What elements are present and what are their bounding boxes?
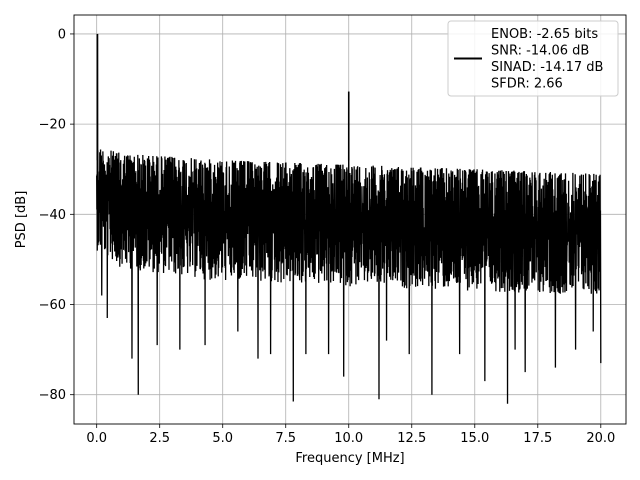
x-axis-label: Frequency [MHz] (295, 451, 404, 466)
y-tick-label: −20 (39, 118, 66, 133)
x-tick-label: 7.5 (275, 431, 296, 446)
legend-enob: ENOB: -2.65 bits (491, 27, 598, 42)
y-tick-label: −40 (39, 208, 66, 223)
legend-box (447, 20, 619, 97)
legend-sinad: SINAD: -14.17 dB (491, 60, 603, 75)
x-tick-label: 20.0 (586, 431, 615, 446)
legend-sfdr: SFDR: 2.66 (491, 77, 563, 92)
legend: ENOB: -2.65 bits SNR: -14.06 dB SINAD: -… (447, 20, 619, 97)
x-tick-label: 17.5 (523, 431, 552, 446)
y-tick-label: 0 (58, 27, 66, 42)
x-tick-label: 2.5 (149, 431, 170, 446)
x-tick-label: 0.0 (86, 431, 107, 446)
x-tick-label: 10.0 (334, 431, 363, 446)
ticks: 0.0 2.5 5.0 7.5 10.0 12.5 15.0 17.5 20.0 0 −20 −40 −… (39, 27, 616, 446)
x-tick-label: 15.0 (460, 431, 489, 446)
x-tick-label: 12.5 (397, 431, 426, 446)
y-tick-label: −60 (39, 298, 66, 313)
legend-snr: SNR: -14.06 dB (491, 44, 589, 59)
x-tick-label: 5.0 (212, 431, 233, 446)
y-tick-label: −80 (39, 388, 66, 403)
axes-frame (73, 14, 627, 425)
y-axis-label: PSD [dB] (14, 191, 29, 249)
series-layer (96, 33, 602, 404)
